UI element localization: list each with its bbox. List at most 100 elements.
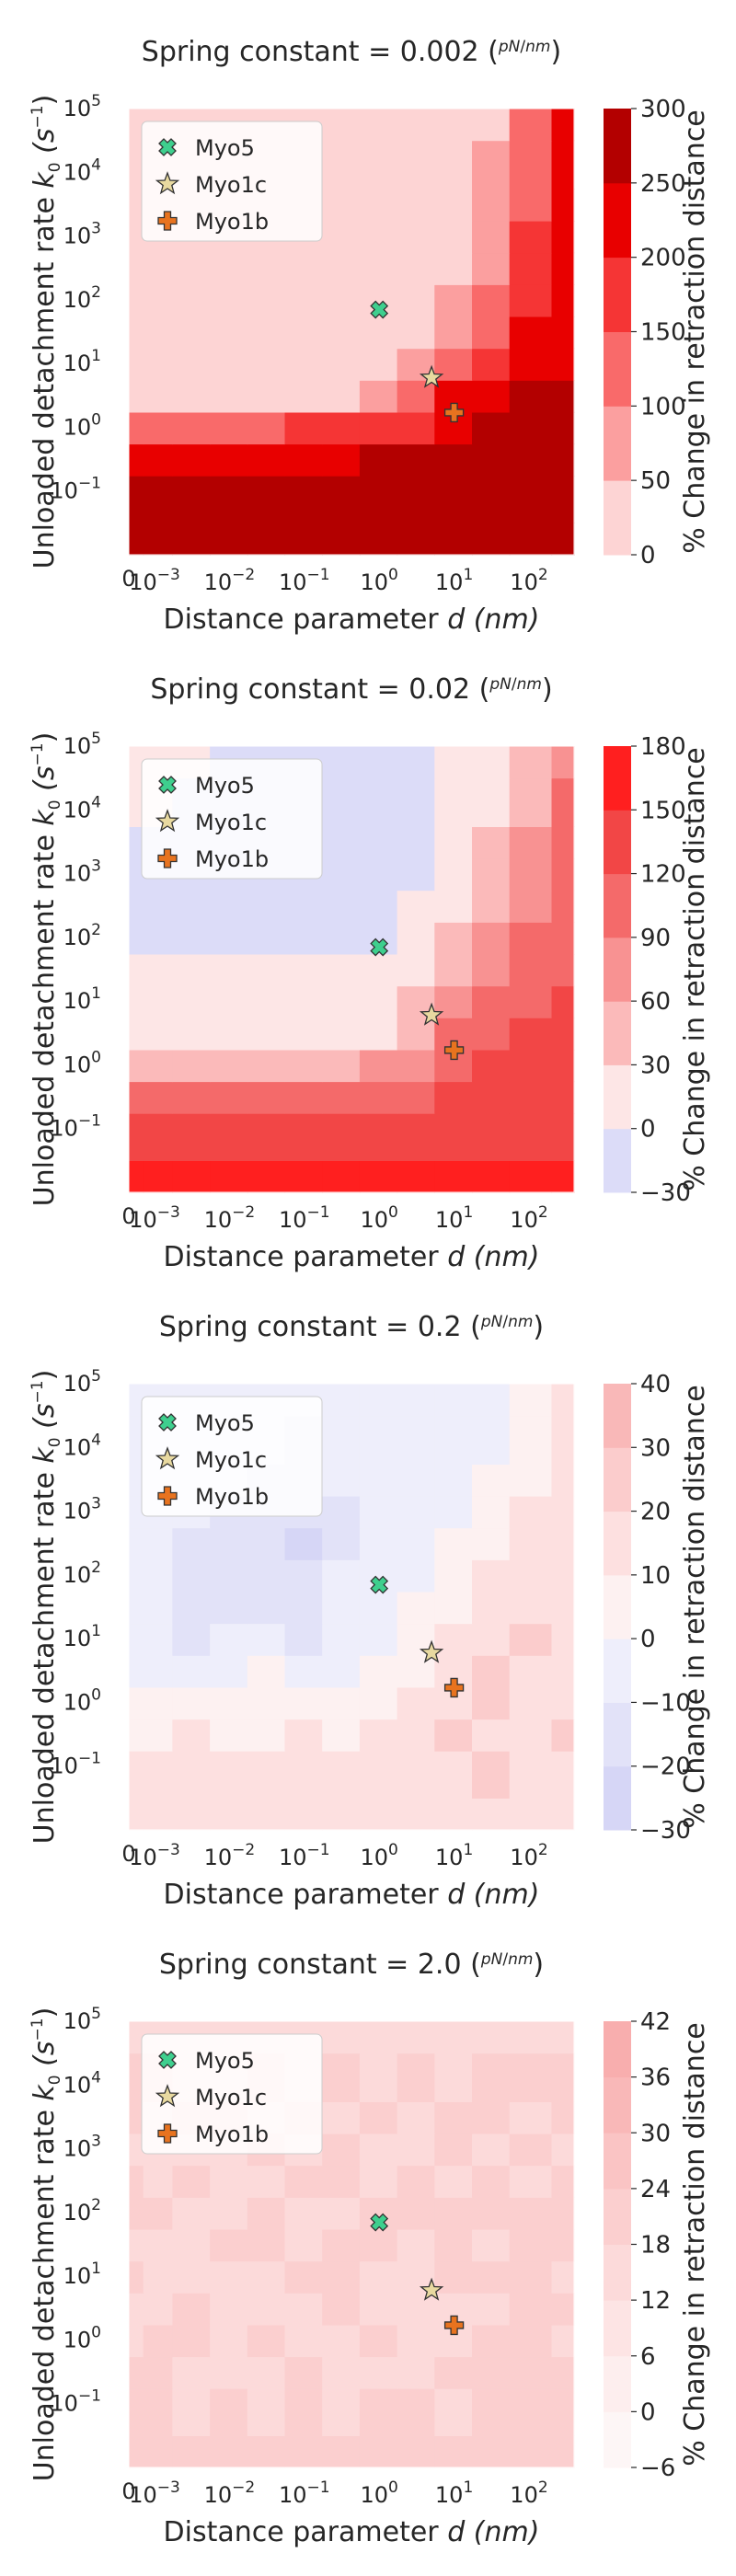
x-tick-base: 10: [510, 569, 538, 595]
contour-cell: [172, 922, 211, 955]
contour-cell: [551, 1686, 575, 1720]
contour-cell: [247, 1751, 286, 1799]
colorbar: −30 0 30 60 90 120 150 180% Change in retractio…: [604, 733, 711, 1207]
contour-cell: [129, 1719, 144, 1752]
contour-cell: [129, 221, 144, 254]
contour-cell: [322, 890, 361, 923]
contour-cell: [129, 2197, 144, 2230]
contour-cell: [551, 316, 575, 350]
contour-cell: [172, 2229, 211, 2262]
colorbar-tick-label: 30: [640, 2120, 671, 2147]
contour-cell: [210, 1623, 248, 1656]
contour-cell: [322, 1160, 361, 1193]
contour-cell: [247, 1686, 286, 1720]
contour-cell: [359, 1113, 398, 1161]
contour-cell: [551, 284, 575, 317]
contour-cell: [551, 348, 575, 381]
contour-cell: [472, 2229, 511, 2262]
x-tick-label: 100: [361, 1203, 398, 1233]
contour-cell: [247, 284, 286, 317]
contour-cell: [143, 985, 173, 1018]
contour-cell: [397, 1751, 435, 1799]
contour-cell: [472, 1415, 511, 1465]
contour-cell: [322, 2133, 361, 2167]
legend-label: Myo1b: [195, 1484, 269, 1510]
contour-cell: [284, 348, 323, 381]
contour-cell: [322, 2197, 361, 2230]
colorbar-band: [604, 480, 631, 556]
x-tick-base: 10: [510, 2482, 538, 2508]
contour-cell: [551, 1592, 575, 1625]
contour-cell: [172, 1527, 211, 1560]
colorbar-band: [604, 1064, 631, 1130]
y-tick-label: 100: [63, 1685, 101, 1715]
y-axis-label-var: k: [29, 1446, 61, 1464]
contour-cell: [472, 1018, 511, 1051]
contour-cell: [322, 284, 361, 317]
contour-cell: [509, 922, 553, 955]
contour-cell: [472, 1049, 511, 1083]
contour-cell: [472, 1592, 511, 1625]
contour-cell: [284, 1751, 323, 1799]
panel-4: Spring constant = 2.0 (pN/nm)010−3 10−2 10…: [29, 1949, 711, 2548]
marker-myo1c: [419, 1639, 444, 1663]
contour-cell: [397, 1464, 435, 1497]
contour-cell: [551, 189, 575, 222]
contour-cell: [359, 1655, 398, 1688]
contour-cell: [143, 284, 173, 317]
contour-cell: [172, 1798, 211, 1831]
contour-cell: [247, 890, 286, 923]
x-tick-exp: 2: [538, 2478, 548, 2497]
contour-cell: [322, 348, 361, 381]
contour-cell: [509, 2165, 553, 2198]
x-axis-label-unit: (nm): [474, 1879, 540, 1911]
contour-cell: [397, 2133, 435, 2167]
x-tick-label: 102: [510, 1841, 547, 1870]
y-tick-label: 104: [63, 793, 101, 822]
x-tick-label: 102: [510, 1203, 547, 1233]
contour-cell: [509, 746, 553, 779]
contour-cell: [472, 1081, 511, 1114]
contour-cell: [210, 252, 248, 285]
x-tick-label: 100: [361, 1841, 398, 1870]
y-tick-base: 10: [63, 2327, 92, 2352]
contour-cell: [129, 1160, 144, 1193]
x-tick-label: 10−1: [279, 1203, 330, 1233]
contour-cell: [129, 523, 144, 556]
contour-cell: [210, 2356, 248, 2389]
chart-title-unit-slash: /: [502, 1950, 508, 1969]
colorbar-band: [604, 1702, 631, 1767]
contour-cell: [509, 221, 553, 254]
contour-cell: [129, 858, 144, 891]
y-tick-base: 10: [63, 1689, 92, 1715]
contour-cell: [322, 140, 361, 190]
y-axis-label-sub: 0: [46, 2075, 64, 2085]
y-axis-label-sub: 0: [46, 799, 64, 810]
colorbar-tick-label: 150: [640, 797, 686, 824]
marker-myo1c: [419, 364, 444, 388]
y-tick-label: 105: [63, 92, 101, 121]
y-axis-label-unit-close: ): [29, 1370, 61, 1381]
contour-cell: [247, 2197, 286, 2230]
contour-cell: [322, 2053, 361, 2102]
x-axis-label-var: d: [447, 2516, 466, 2548]
contour-cell: [397, 1719, 435, 1752]
contour-cell: [472, 1113, 511, 1161]
contour-cell: [551, 1527, 575, 1560]
contour-cell: [359, 2435, 398, 2468]
contour-cell: [551, 1415, 575, 1465]
contour-cell: [434, 1559, 473, 1593]
contour-cell: [172, 2197, 211, 2230]
contour-cell: [143, 2324, 173, 2358]
contour-cell: [397, 1018, 435, 1051]
chart-title-paren: (: [462, 1311, 481, 1343]
y-tick-exp: 3: [91, 220, 101, 238]
contour-cell: [551, 777, 575, 827]
y-axis-label-sub: 0: [46, 162, 64, 172]
contour-cell: [172, 316, 211, 350]
contour-cell: [359, 2293, 398, 2326]
contour-cell: [472, 777, 511, 827]
y-tick-base: 10: [63, 797, 92, 822]
contour-cell: [359, 746, 398, 779]
y-axis-label-var: k: [29, 171, 61, 189]
